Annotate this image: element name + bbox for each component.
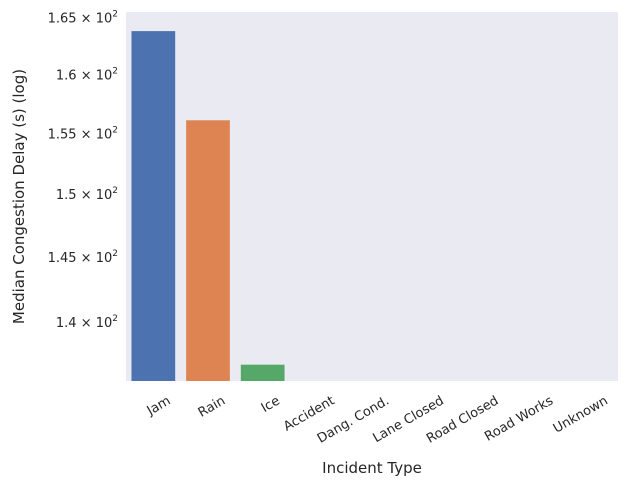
y-tick-label: 1.45 × 102	[48, 249, 118, 266]
y-tick-label: 1.55 × 102	[48, 125, 118, 142]
x-axis-label: Incident Type	[322, 459, 422, 477]
y-tick-label: 1.65 × 102	[48, 10, 118, 27]
x-tick-label: Rain	[196, 393, 228, 420]
bars	[131, 31, 285, 381]
y-axis-label: Median Congestion Delay (s) (log)	[10, 69, 28, 324]
y-tick-label: 1.4 × 102	[56, 314, 118, 331]
y-tick-label: 1.6 × 102	[56, 67, 118, 84]
x-tick-label: Ice	[259, 393, 283, 415]
bar-ice	[240, 364, 285, 381]
x-tick-label: Unknown	[551, 393, 611, 436]
bar-rain	[186, 120, 230, 381]
y-tick-label: 1.5 × 102	[56, 186, 118, 203]
y-axis-ticks: 1.4 × 102 1.45 × 102 1.5 × 102 1.55 × 102 1.…	[48, 10, 118, 331]
bar-jam	[131, 31, 176, 381]
x-tick-label: Jam	[144, 393, 174, 419]
